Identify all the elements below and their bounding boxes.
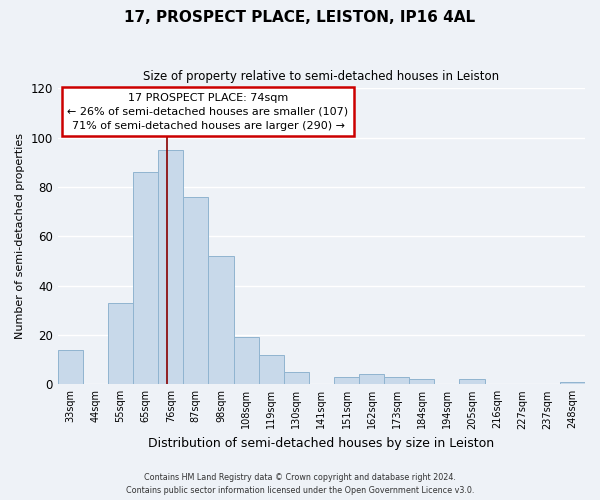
Bar (334, 377, 359, 384)
Bar (259, 354, 284, 384)
Text: Contains HM Land Registry data © Crown copyright and database right 2024.
Contai: Contains HM Land Registry data © Crown c… (126, 474, 474, 495)
Bar (108, 303, 133, 384)
Bar (284, 372, 309, 384)
Bar (158, 150, 184, 384)
Text: 17, PROSPECT PLACE, LEISTON, IP16 4AL: 17, PROSPECT PLACE, LEISTON, IP16 4AL (124, 10, 476, 25)
Bar (359, 374, 384, 384)
Bar (460, 380, 485, 384)
Bar (384, 377, 409, 384)
Bar (233, 338, 259, 384)
Bar (409, 380, 434, 384)
Text: 17 PROSPECT PLACE: 74sqm
← 26% of semi-detached houses are smaller (107)
71% of : 17 PROSPECT PLACE: 74sqm ← 26% of semi-d… (67, 93, 349, 131)
Bar (133, 172, 158, 384)
Bar (184, 197, 208, 384)
Y-axis label: Number of semi-detached properties: Number of semi-detached properties (15, 134, 25, 340)
Bar (58, 350, 83, 384)
Bar (208, 256, 233, 384)
Title: Size of property relative to semi-detached houses in Leiston: Size of property relative to semi-detach… (143, 70, 499, 83)
X-axis label: Distribution of semi-detached houses by size in Leiston: Distribution of semi-detached houses by … (148, 437, 494, 450)
Bar (560, 382, 585, 384)
